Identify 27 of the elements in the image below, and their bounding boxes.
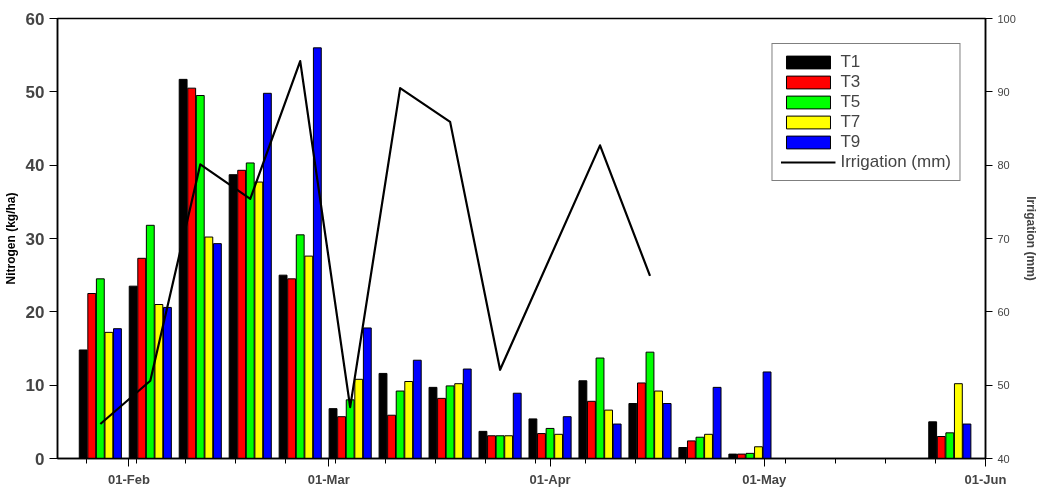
y-tick-label: 20: [25, 302, 45, 322]
legend-label: T9: [840, 132, 861, 152]
y-tick-label: 10: [25, 376, 45, 396]
legend-label: T1: [840, 52, 861, 72]
y2-tick-label: 70: [997, 232, 1010, 245]
y-axis-title: Nitrogen (kg/ha): [3, 192, 18, 285]
legend-label: T5: [840, 92, 861, 112]
y-tick-label: 30: [25, 229, 45, 249]
y2-tick-label: 90: [997, 85, 1010, 98]
y2-tick-label: 100: [997, 12, 1016, 25]
legend-label: T7: [840, 112, 861, 132]
legend-label: Irrigation (mm): [840, 152, 951, 172]
y-tick-label: 0: [35, 449, 45, 469]
x-tick-label: 01-Jun: [964, 471, 1007, 487]
y2-tick-label: 80: [997, 159, 1010, 172]
x-tick-label: 01-May: [742, 471, 788, 487]
legend-label: T3: [840, 72, 861, 92]
y2-axis-title: Irrigation (mm): [1023, 196, 1038, 281]
y2-tick-label: 60: [997, 305, 1010, 318]
x-tick-label: 01-Apr: [529, 471, 571, 487]
x-tick-label: 01-Feb: [107, 471, 150, 487]
y2-tick-label: 40: [997, 452, 1010, 465]
y-tick-label: 60: [25, 9, 45, 29]
y2-tick-label: 50: [997, 379, 1010, 392]
x-tick-label: 01-Mar: [307, 471, 350, 487]
y-tick-label: 40: [25, 156, 45, 176]
y-tick-label: 50: [25, 82, 45, 102]
